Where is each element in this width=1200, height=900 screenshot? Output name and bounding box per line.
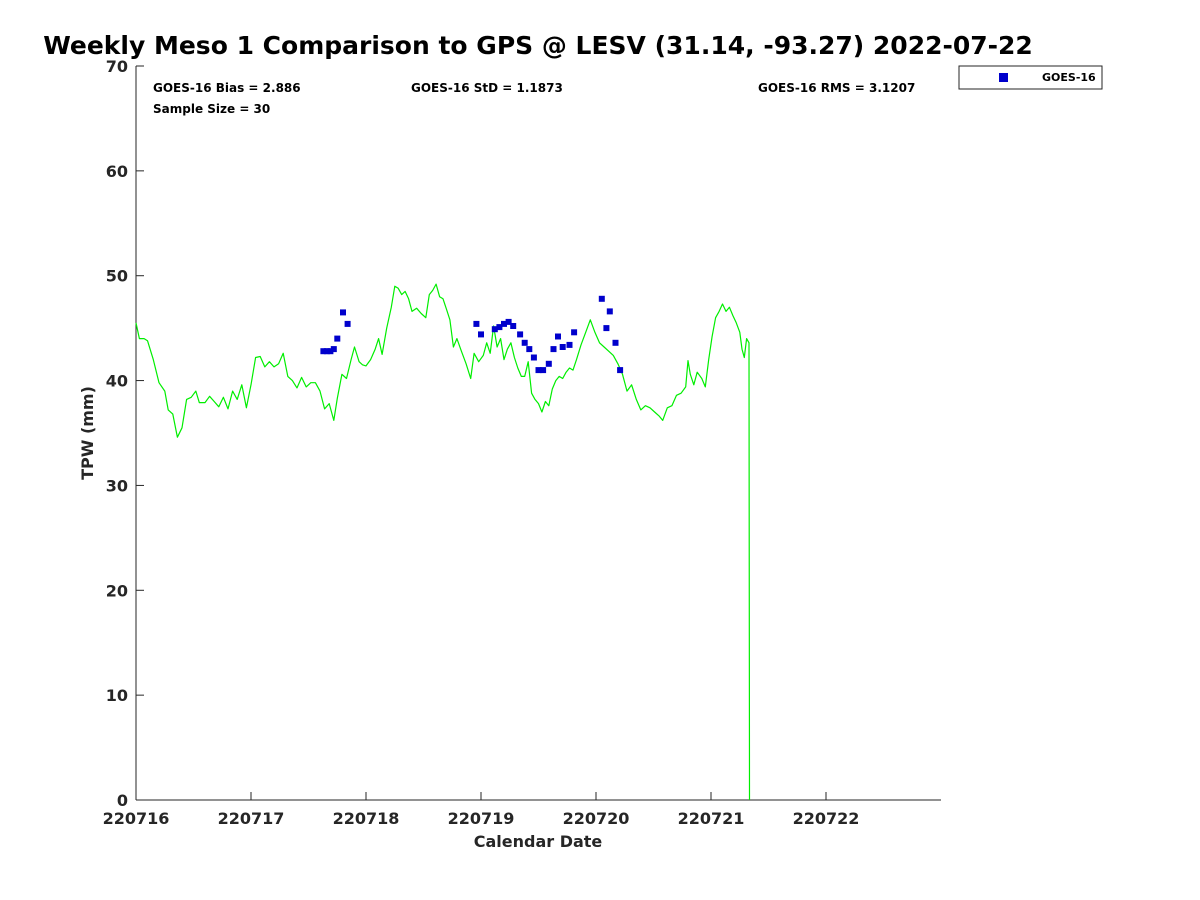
x-tick-label: 220721 bbox=[678, 809, 745, 828]
line-series-group bbox=[135, 283, 751, 801]
x-tick-label: 220722 bbox=[793, 809, 860, 828]
data-point-goes16 bbox=[517, 331, 524, 338]
plot-area bbox=[136, 66, 941, 800]
data-point-goes16 bbox=[535, 367, 542, 374]
x-tick-label: 220717 bbox=[218, 809, 285, 828]
data-point-goes16 bbox=[559, 344, 566, 350]
data-point-goes16 bbox=[320, 348, 327, 355]
x-tick-group: 220716 220717 220718 220719 220720 220721 2207… bbox=[103, 792, 860, 828]
series-line bbox=[135, 283, 751, 801]
data-point-goes16 bbox=[340, 309, 346, 316]
x-axis-label: Calendar Date bbox=[474, 832, 603, 851]
data-point-goes16 bbox=[612, 339, 619, 346]
data-point-goes16 bbox=[327, 348, 334, 355]
data-point-goes16 bbox=[555, 333, 561, 340]
data-point-goes16 bbox=[617, 367, 624, 374]
data-point-goes16 bbox=[496, 324, 503, 331]
data-point-goes16 bbox=[491, 326, 498, 333]
y-tick-group: 0 10 20 30 40 50 60 70 bbox=[106, 57, 144, 810]
legend-marker-goes16 bbox=[999, 73, 1008, 82]
data-point-goes16 bbox=[521, 339, 528, 346]
data-point-goes16 bbox=[323, 348, 330, 355]
y-tick-label: 30 bbox=[106, 476, 128, 495]
data-point-goes16 bbox=[550, 346, 557, 353]
x-tick-label: 220719 bbox=[448, 809, 515, 828]
data-point-goes16 bbox=[606, 308, 613, 315]
x-tick-label: 220720 bbox=[563, 809, 630, 828]
stat-rms: GOES-16 RMS = 3.1207 bbox=[758, 81, 915, 95]
data-point-goes16 bbox=[598, 295, 605, 302]
y-tick-label: 60 bbox=[106, 162, 128, 181]
stat-bias: GOES-16 Bias = 2.886 bbox=[153, 81, 301, 95]
data-point-goes16 bbox=[571, 329, 578, 336]
data-point-goes16 bbox=[603, 325, 610, 332]
y-tick-label: 40 bbox=[106, 372, 128, 391]
data-point-goes16 bbox=[526, 346, 533, 353]
x-tick-label: 220716 bbox=[103, 809, 170, 828]
data-point-goes16 bbox=[330, 346, 337, 353]
x-tick-label: 220718 bbox=[333, 809, 400, 828]
data-point-goes16 bbox=[334, 335, 341, 342]
y-tick-label: 70 bbox=[106, 57, 128, 76]
data-point-goes16 bbox=[478, 331, 484, 338]
y-axis-label: TPW (mm) bbox=[78, 386, 97, 480]
data-point-goes16 bbox=[501, 320, 507, 327]
legend-label-goes16: GOES-16 bbox=[1042, 71, 1096, 84]
data-point-goes16 bbox=[545, 360, 552, 367]
stat-std: GOES-16 StD = 1.1873 bbox=[411, 81, 563, 95]
stat-sample-size: Sample Size = 30 bbox=[153, 102, 270, 116]
data-point-goes16 bbox=[566, 341, 573, 348]
scatter-series-group bbox=[320, 295, 624, 374]
y-tick-label: 0 bbox=[117, 791, 128, 810]
chart-title: Weekly Meso 1 Comparison to GPS @ LESV (… bbox=[43, 31, 1033, 60]
y-tick-label: 50 bbox=[106, 267, 128, 286]
y-tick-label: 10 bbox=[106, 686, 128, 705]
data-point-goes16 bbox=[505, 318, 512, 325]
data-point-goes16 bbox=[530, 354, 537, 361]
legend-box bbox=[958, 65, 1103, 90]
y-tick-label: 20 bbox=[106, 581, 128, 600]
data-point-goes16 bbox=[344, 320, 351, 327]
data-point-goes16 bbox=[510, 323, 517, 329]
data-point-goes16 bbox=[540, 367, 547, 374]
legend: GOES-16 bbox=[958, 65, 1103, 90]
data-point-goes16 bbox=[473, 320, 480, 327]
